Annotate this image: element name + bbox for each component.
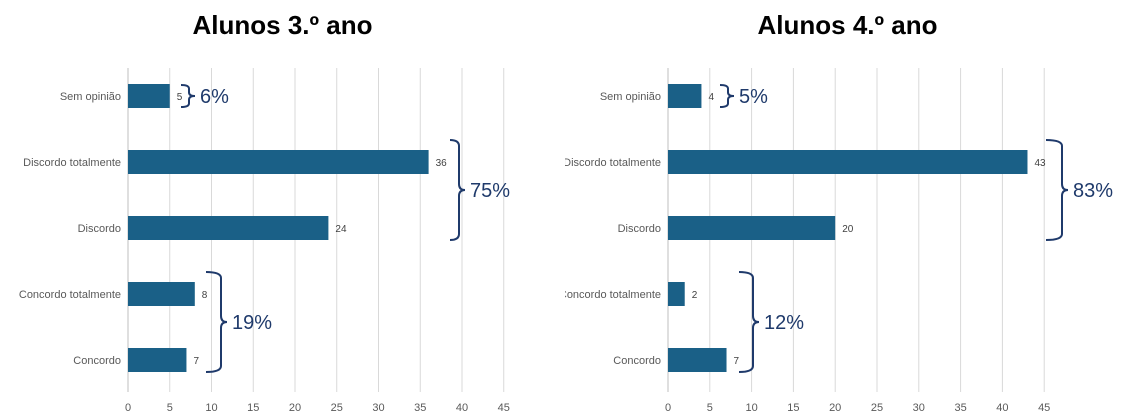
x-tick-label: 30 <box>913 402 925 413</box>
category-label: Concordo <box>73 355 121 367</box>
data-label: 43 <box>1034 158 1046 169</box>
x-tick-label: 0 <box>665 402 671 413</box>
data-label: 24 <box>335 224 347 235</box>
percentage-annotation: 6% <box>200 86 229 108</box>
x-tick-label: 0 <box>125 402 131 413</box>
x-tick-label: 45 <box>498 402 510 413</box>
data-label: 20 <box>842 224 854 235</box>
category-label: Concordo totalmente <box>19 289 121 301</box>
chart-plot: 0 5 10 15 20 25 30 35 40 45 Sem opinião 5 Discordo t… <box>19 68 510 413</box>
chart-title: Alunos 4.º ano <box>757 10 938 40</box>
chart-plot: 0 5 10 15 20 25 30 35 40 45 Sem opinião 4 Discordo t… <box>565 68 1113 413</box>
percentage-annotation: 19% <box>232 312 272 334</box>
bar <box>668 282 685 306</box>
category-label: Discordo <box>78 223 121 235</box>
category-label: Sem opinião <box>600 91 661 103</box>
bar <box>668 348 727 372</box>
bar <box>668 84 702 108</box>
data-label: 8 <box>202 290 208 301</box>
data-label: 4 <box>708 92 714 103</box>
brace <box>738 271 760 373</box>
data-label: 36 <box>436 158 448 169</box>
x-tick-label: 35 <box>954 402 966 413</box>
x-tick-label: 15 <box>247 402 259 413</box>
percentage-annotation: 12% <box>764 312 804 334</box>
data-label: 2 <box>692 290 698 301</box>
x-tick-label: 35 <box>414 402 426 413</box>
category-label: Concordo totalmente <box>565 289 661 301</box>
data-label: 5 <box>177 92 183 103</box>
x-tick-label: 20 <box>829 402 841 413</box>
chart-alunos-3-ano: Alunos 3.º ano 0 5 10 15 20 25 30 35 40 45 Sem opi… <box>19 10 510 413</box>
bar <box>668 216 836 240</box>
x-tick-label: 5 <box>707 402 713 413</box>
percentage-annotation: 5% <box>739 86 768 108</box>
x-tick-label: 5 <box>167 402 173 413</box>
x-tick-label: 40 <box>456 402 468 413</box>
category-label: Discordo <box>618 223 661 235</box>
bar <box>128 282 195 306</box>
percentage-annotation: 83% <box>1073 180 1113 202</box>
x-tick-label: 10 <box>205 402 217 413</box>
chart-title: Alunos 3.º ano <box>192 10 373 40</box>
category-label: Discordo totalmente <box>23 157 121 169</box>
bar <box>668 150 1028 174</box>
category-label: Concordo <box>613 355 661 367</box>
x-tick-label: 10 <box>745 402 757 413</box>
brace <box>180 84 196 108</box>
x-tick-label: 25 <box>871 402 883 413</box>
x-tick-label: 30 <box>372 402 384 413</box>
bar <box>128 150 429 174</box>
bar <box>128 216 329 240</box>
bar <box>128 348 187 372</box>
brace <box>719 84 735 108</box>
x-tick-label: 40 <box>996 402 1008 413</box>
x-tick-label: 25 <box>331 402 343 413</box>
x-tick-label: 20 <box>289 402 301 413</box>
data-label: 7 <box>193 356 199 367</box>
brace <box>205 271 228 373</box>
chart-alunos-4-ano: Alunos 4.º ano 0 5 10 15 20 25 30 35 40 45 Sem opi… <box>565 0 1130 413</box>
percentage-annotation: 75% <box>470 180 510 202</box>
category-label: Discordo totalmente <box>565 157 661 169</box>
x-tick-label: 15 <box>787 402 799 413</box>
brace <box>1045 139 1069 241</box>
category-label: Sem opinião <box>60 91 121 103</box>
x-tick-label: 45 <box>1038 402 1050 413</box>
brace <box>449 139 466 241</box>
bar <box>128 84 170 108</box>
data-label: 7 <box>734 356 740 367</box>
